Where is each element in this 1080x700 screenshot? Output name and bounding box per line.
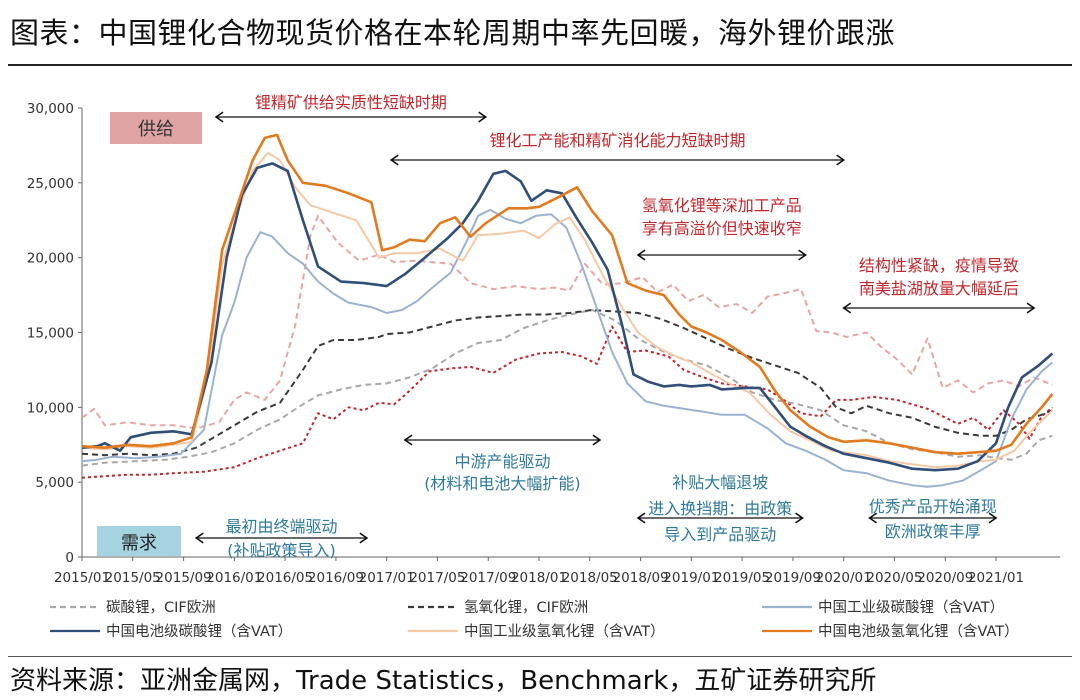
annotation-text-a3: 享有高溢价但快速收窄 (642, 219, 802, 238)
title-divider (8, 64, 1072, 66)
arrow-head (403, 434, 413, 446)
annotation-text-a4: 南美盐湖放量大幅延后 (859, 279, 1019, 298)
arrow-head (795, 512, 804, 524)
x-tick-label: 2019/09 (765, 570, 821, 586)
x-tick-label: 2017/05 (409, 570, 465, 586)
arrow-head (798, 249, 807, 261)
annotation-text-a4: 结构性紧缺，疫情导致 (859, 256, 1019, 275)
legend-label-lc-bat: 中国电池级碳酸锂（含VAT） (106, 623, 292, 640)
x-tick-label: 2016/05 (257, 570, 313, 586)
arrow-head (359, 532, 369, 544)
y-tick-label: 5,000 (35, 475, 74, 491)
annotation-text-a8: 优秀产品开始涌现 (869, 497, 997, 516)
legend-label-lc-ind: 中国工业级碳酸锂（含VAT） (818, 599, 1004, 616)
x-tick-label: 2018/01 (511, 570, 567, 586)
y-tick-label: 0 (65, 550, 74, 566)
annotation-text-a8: 欧洲政策丰厚 (885, 522, 981, 541)
x-tick-label: 2019/01 (663, 570, 719, 586)
arrow-head (592, 434, 602, 446)
arrow-head (988, 512, 998, 524)
legend-label-lh-ind: 中国工业级氢氧化锂（含VAT） (464, 623, 665, 640)
demand-box (97, 526, 181, 556)
annotation-text-a7: 补贴大幅退坡 (672, 473, 768, 492)
x-tick-label: 2019/05 (714, 570, 770, 586)
series-line-red-dotted (81, 325, 1054, 479)
series-line-lc-bat (81, 162, 1054, 472)
x-tick-label: 2016/01 (206, 570, 262, 586)
arrow-head (842, 302, 852, 314)
arrow-head (194, 532, 204, 544)
annotation-text-a5: (材料和电池大幅扩能) (424, 474, 581, 493)
y-tick-label: 20,000 (27, 251, 74, 267)
arrow-head (636, 512, 646, 524)
chart-axes: 0 5,000 10,000 15,000 20,000 25,000 30,000 2015… (27, 101, 1060, 586)
x-tick-label: 2015/01 (54, 570, 110, 586)
x-tick-label: 2020/01 (816, 570, 872, 586)
arrow-head (1026, 302, 1036, 314)
supply-box (110, 112, 202, 144)
annotation-text-a6: (补贴政策导入) (227, 541, 336, 560)
chart-series (81, 133, 1054, 488)
series-line-lc-ind (81, 208, 1054, 488)
x-tick-label: 2021/01 (968, 570, 1024, 586)
x-tick-label: 2016/09 (308, 570, 364, 586)
arrow-head (478, 111, 488, 123)
annotation-text-a3: 氢氧化锂等深加工产品 (642, 196, 802, 215)
x-tick-label: 2018/05 (562, 570, 618, 586)
x-tick-label: 2017/01 (359, 570, 415, 586)
annotation-text-a2: 锂化工产能和精矿消化能力短缺时期 (489, 131, 745, 150)
y-tick-label: 15,000 (27, 326, 74, 342)
arrow-head (868, 512, 878, 524)
arrow-head (836, 154, 846, 166)
series-line-lh-bat (81, 133, 1054, 455)
demand-label: 需求 (121, 533, 157, 554)
x-tick-label: 2015/05 (105, 570, 161, 586)
legend-label-lh-bat: 中国电池级氢氧化锂（含VAT） (818, 623, 1019, 640)
series-line-lc-cif (81, 309, 1053, 467)
x-tick-label: 2020/05 (866, 570, 922, 586)
y-tick-label: 25,000 (27, 176, 74, 192)
series-line-pink-dashed (81, 214, 1053, 430)
legend-label-lh-cif: 氢氧化锂，CIF欧洲 (464, 599, 588, 616)
annotation-text-a7: 导入到产品驱动 (664, 525, 776, 544)
series-line-lh-cif (81, 309, 1053, 457)
y-tick-label: 10,000 (27, 400, 74, 416)
arrow-head (389, 154, 399, 166)
figure-title: 图表：中国锂化合物现货价格在本轮周期中率先回暖，海外锂价跟涨 (10, 16, 896, 50)
annotation-text-a5: 中游产能驱动 (454, 452, 550, 471)
annotation-text-a6: 最初由终端驱动 (226, 517, 338, 536)
x-tick-label: 2015/09 (156, 570, 212, 586)
supply-label: 供给 (138, 119, 174, 140)
arrow-head (636, 249, 646, 261)
annotation-text-a7: 进入换挡期：由政策 (648, 499, 792, 518)
price-line-chart: 0 5,000 10,000 15,000 20,000 25,000 30,000 2015… (27, 93, 1060, 640)
x-tick-label: 2018/09 (613, 570, 669, 586)
chart-annotations: 供给 需求 锂精矿供给实质性短缺时期锂化工产能和精矿消化能力短缺时期氢氧化锂等深… (97, 93, 1036, 560)
legend-label-lc-cif: 碳酸锂，CIF欧洲 (106, 599, 216, 616)
x-tick-label: 2017/09 (460, 570, 516, 586)
x-tick-label: 2020/09 (917, 570, 973, 586)
chart-legend: 碳酸锂，CIF欧洲 氢氧化锂，CIF欧洲 中国工业级碳酸锂（含VAT） 中国电池级碳酸… (50, 599, 1019, 640)
y-tick-label: 30,000 (27, 101, 74, 117)
annotation-text-a1: 锂精矿供给实质性短缺时期 (255, 93, 447, 112)
arrow-head (214, 111, 224, 123)
source-divider (8, 656, 1072, 657)
source-note: 资料来源：亚洲金属网，Trade Statistics，Benchmark，五矿… (10, 666, 877, 696)
